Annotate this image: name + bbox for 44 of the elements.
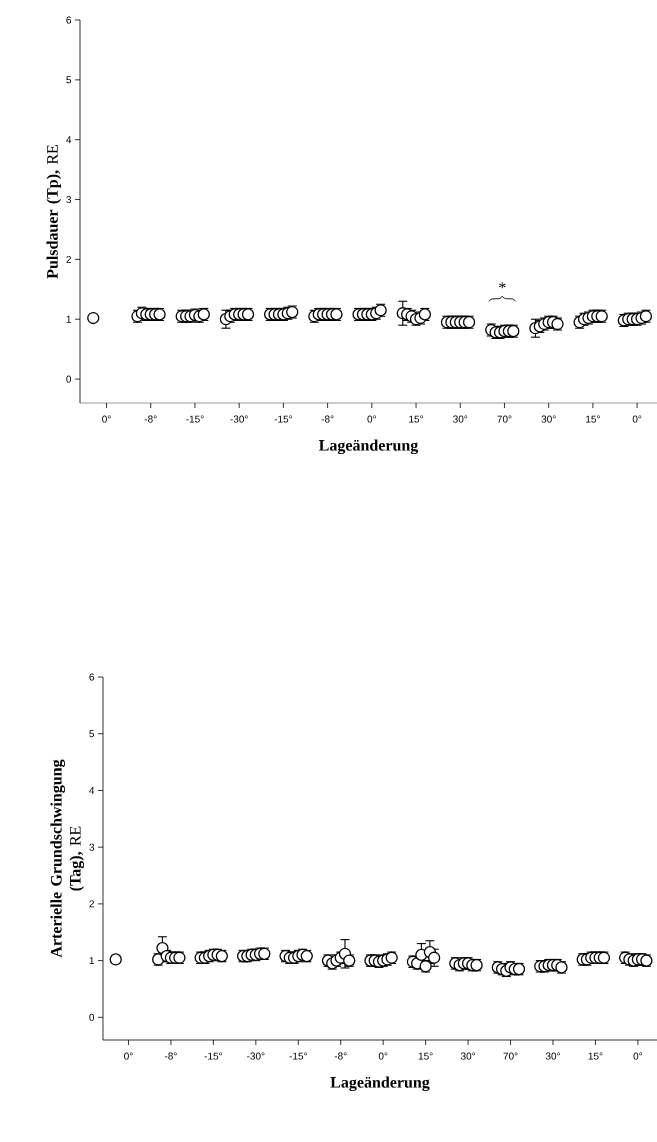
x-tick-label: -15° bbox=[274, 415, 293, 423]
y-tick-label: 4 bbox=[66, 136, 72, 144]
y-tick-label: 3 bbox=[89, 843, 95, 851]
x-tick-label: 30° bbox=[453, 415, 468, 423]
x-tick-label: -8° bbox=[164, 1052, 177, 1060]
x-tick-label: 15° bbox=[586, 415, 600, 423]
x-tick-label: 0° bbox=[632, 415, 642, 423]
y-tick-label: 2 bbox=[89, 900, 94, 908]
x-tick-label: 0° bbox=[367, 415, 376, 423]
x-tick-label: 15° bbox=[588, 1052, 603, 1060]
y-tick-label: 6 bbox=[89, 673, 95, 681]
x-tick-label: 30° bbox=[460, 1052, 476, 1060]
x-tick-label: -30° bbox=[247, 1052, 265, 1060]
x-tick-label: 70° bbox=[503, 1052, 518, 1060]
x-tick-label: -30° bbox=[230, 415, 248, 423]
y-tick-label: 2 bbox=[66, 255, 71, 263]
y-tick-label: 4 bbox=[89, 787, 95, 794]
x-tick-label: -15° bbox=[204, 1052, 222, 1060]
y-tick-label: 3 bbox=[66, 196, 72, 204]
y-tick-label: 1 bbox=[66, 315, 71, 323]
x-tick-label: -8° bbox=[334, 1052, 347, 1060]
x-tick-label: -15° bbox=[186, 415, 204, 423]
x-tick-label: 0° bbox=[378, 1052, 388, 1060]
x-tick-label: -8° bbox=[321, 415, 334, 423]
x-tick-label: 0° bbox=[102, 415, 111, 423]
x-tick-label: 0° bbox=[124, 1052, 133, 1060]
y-axis-title: Pulsdauer (Tp), RE bbox=[46, 144, 62, 279]
x-tick-label: 0° bbox=[633, 1052, 643, 1060]
y-tick-label: 5 bbox=[89, 730, 95, 738]
y-tick-label: 6 bbox=[66, 16, 72, 24]
x-axis-title: Lageänderung bbox=[330, 1076, 430, 1092]
annotation: * bbox=[499, 282, 506, 289]
x-tick-label: 30° bbox=[541, 415, 556, 423]
x-tick-label: -8° bbox=[144, 415, 157, 423]
x-tick-label: 15° bbox=[418, 1052, 433, 1060]
y-tick-label: 1 bbox=[89, 957, 94, 965]
y-tick-label: 0 bbox=[89, 1013, 95, 1021]
x-tick-label: 70° bbox=[497, 415, 512, 423]
x-tick-label: 15° bbox=[409, 415, 423, 423]
x-tick-label: 30° bbox=[545, 1052, 560, 1060]
y-tick-label: 0 bbox=[66, 375, 72, 383]
y-tick-label: 5 bbox=[66, 76, 72, 84]
x-tick-label: -15° bbox=[289, 1052, 307, 1060]
x-axis-title: Lageänderung bbox=[318, 439, 419, 455]
